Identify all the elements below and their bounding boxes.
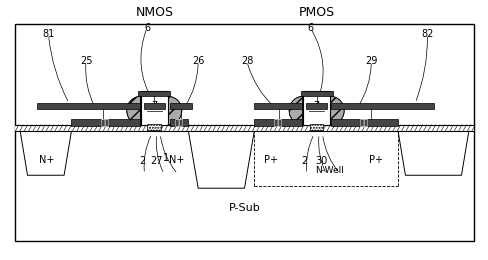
Text: 2: 2 — [301, 156, 307, 166]
Text: 源极: 源极 — [101, 118, 110, 127]
Text: 29: 29 — [365, 56, 377, 67]
Text: 28: 28 — [240, 56, 253, 67]
Text: 7: 7 — [151, 101, 157, 111]
Text: N+: N+ — [168, 155, 183, 165]
Text: 26: 26 — [192, 56, 204, 67]
Bar — [170, 119, 188, 126]
Polygon shape — [126, 96, 141, 125]
Bar — [147, 124, 161, 130]
Polygon shape — [288, 96, 303, 125]
Bar — [305, 103, 327, 109]
Bar — [309, 124, 323, 130]
Text: 27: 27 — [150, 156, 163, 166]
Polygon shape — [167, 96, 182, 125]
Text: N-Well: N-Well — [315, 166, 344, 174]
Text: 30: 30 — [315, 156, 327, 166]
Bar — [15, 125, 473, 131]
Text: 6: 6 — [306, 23, 313, 33]
Text: N+: N+ — [39, 155, 54, 165]
Text: 漏极: 漏极 — [359, 118, 368, 127]
Bar — [330, 119, 397, 126]
Bar — [303, 91, 329, 125]
Text: NMOS: NMOS — [135, 6, 173, 19]
Polygon shape — [329, 96, 344, 125]
Bar — [37, 103, 140, 109]
Bar — [330, 103, 433, 109]
Bar — [300, 91, 332, 96]
Bar — [170, 103, 191, 109]
Text: 1: 1 — [163, 153, 169, 164]
Text: 源极: 源极 — [273, 118, 282, 127]
Bar — [254, 119, 301, 126]
Text: PMOS: PMOS — [298, 6, 334, 19]
Bar — [138, 91, 170, 96]
Bar — [141, 91, 167, 125]
Text: 漏极: 漏极 — [174, 118, 183, 127]
Bar — [71, 119, 140, 126]
Text: P-Sub: P-Sub — [228, 203, 260, 213]
Text: 81: 81 — [42, 29, 55, 39]
Bar — [143, 103, 164, 109]
Text: 7: 7 — [313, 101, 319, 111]
Text: 6: 6 — [143, 23, 150, 33]
Text: P+: P+ — [368, 155, 383, 165]
Text: 25: 25 — [80, 56, 92, 67]
Bar — [254, 103, 301, 109]
Bar — [15, 24, 473, 241]
Text: 2: 2 — [139, 156, 145, 166]
Text: P+: P+ — [264, 155, 278, 165]
Text: 82: 82 — [420, 29, 433, 39]
